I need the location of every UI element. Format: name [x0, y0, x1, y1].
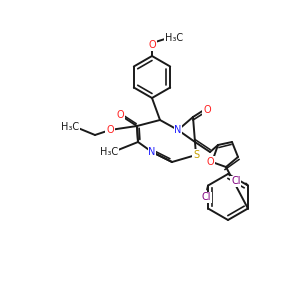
Text: O: O: [148, 40, 156, 50]
Text: H₃C: H₃C: [165, 33, 183, 43]
Text: S: S: [193, 150, 199, 160]
Text: Cl: Cl: [201, 193, 211, 202]
Text: O: O: [203, 105, 211, 115]
Text: N: N: [148, 147, 156, 157]
Text: Cl: Cl: [231, 176, 241, 187]
Text: H₃C: H₃C: [61, 122, 79, 132]
Text: O: O: [206, 157, 214, 167]
Text: N: N: [174, 125, 182, 135]
Text: O: O: [116, 110, 124, 120]
Text: H₃C: H₃C: [100, 147, 118, 157]
Text: O: O: [106, 125, 114, 135]
